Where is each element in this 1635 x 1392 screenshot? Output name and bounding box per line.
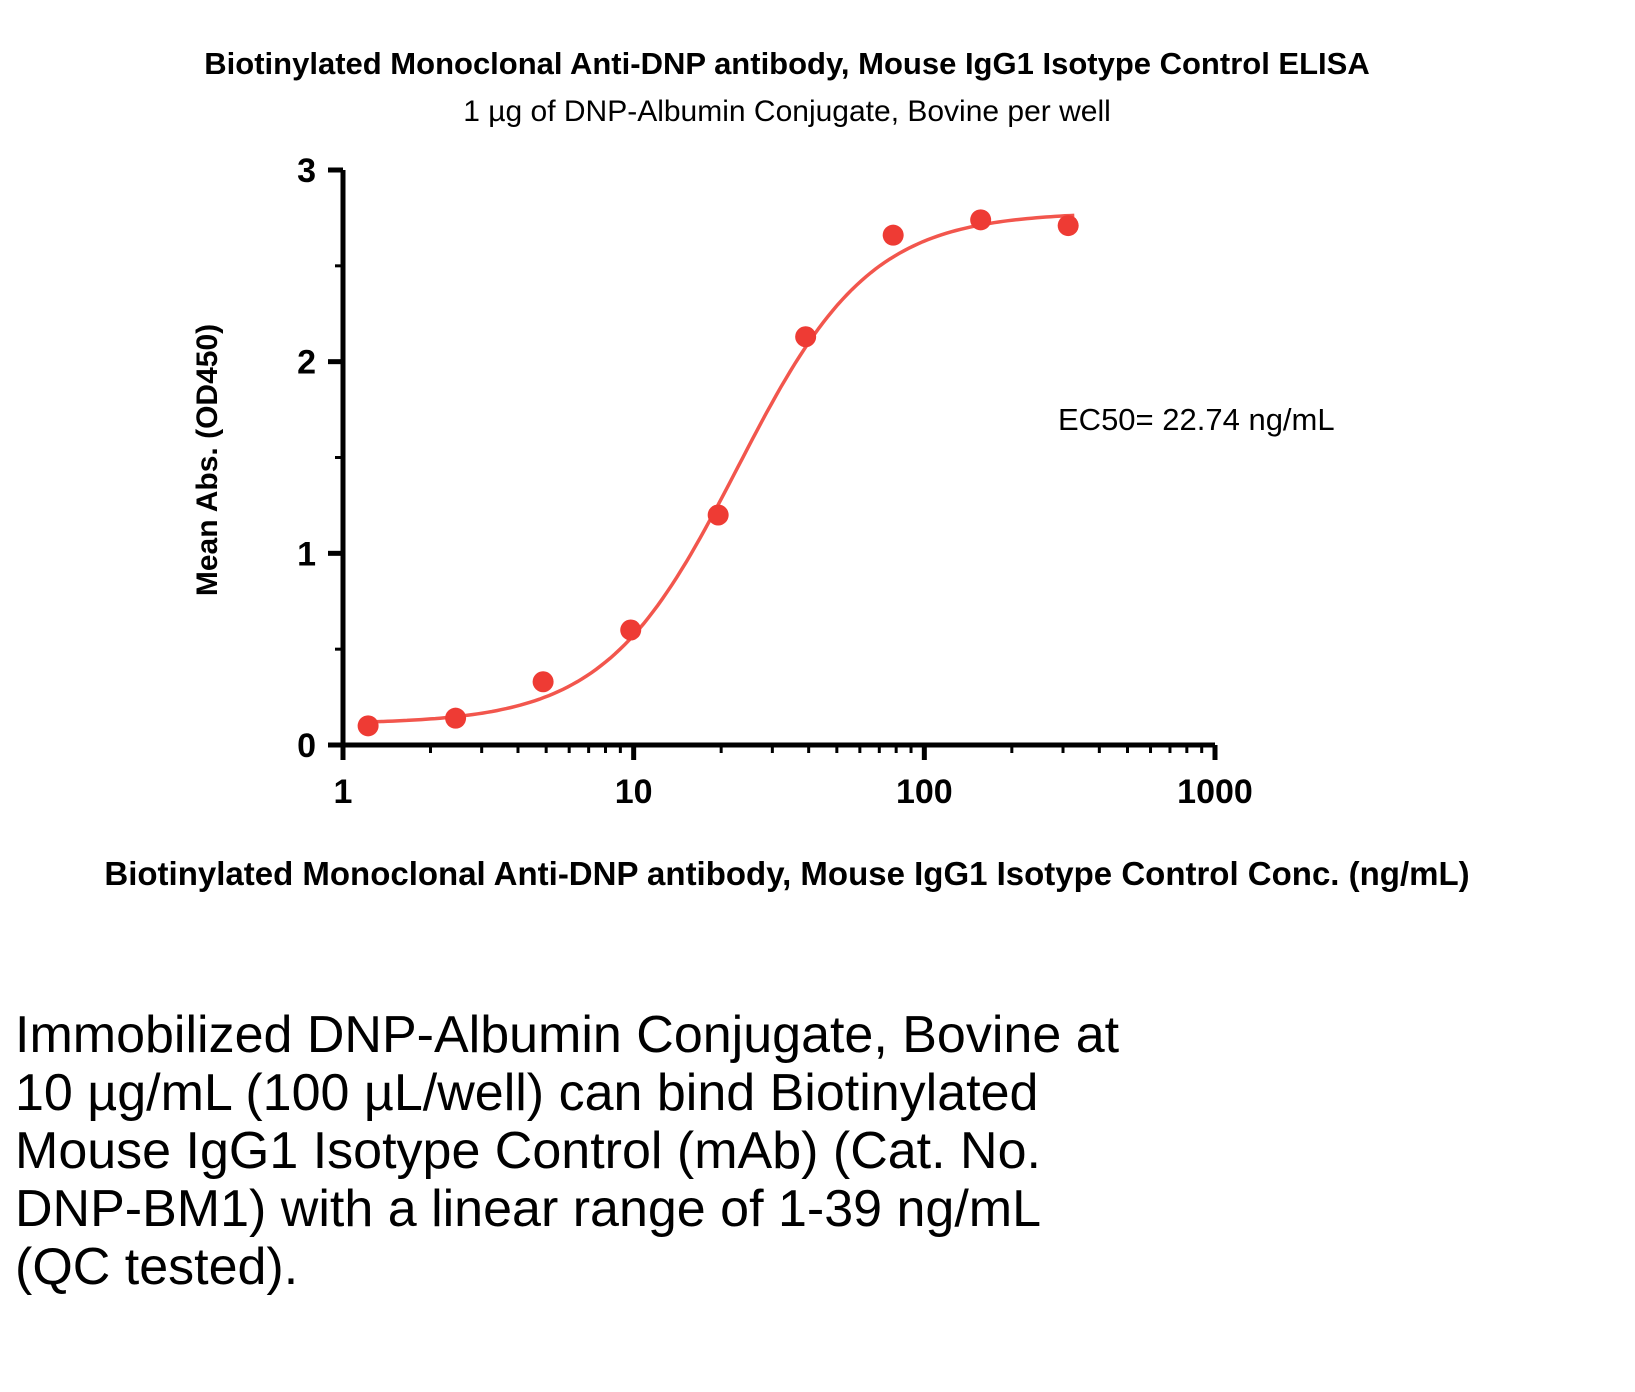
chart-subtitle: 1 µg of DNP-Albumin Conjugate, Bovine pe… xyxy=(463,95,1111,128)
x-tick-label: 100 xyxy=(896,773,953,811)
y-tick-label: 3 xyxy=(297,152,316,190)
data-point xyxy=(707,504,729,526)
x-tick-label: 1000 xyxy=(1177,773,1253,811)
data-point xyxy=(882,224,904,246)
chart-title: Biotinylated Monoclonal Anti-DNP antibod… xyxy=(204,46,1370,81)
data-point xyxy=(970,209,992,231)
data-point xyxy=(357,715,379,737)
data-point xyxy=(620,619,642,641)
axes xyxy=(340,170,1215,748)
fit-curve xyxy=(364,213,1075,724)
figure-caption: Immobilized DNP-Albumin Conjugate, Bovin… xyxy=(15,1006,1120,1296)
ec50-annotation: EC50= 22.74 ng/mL xyxy=(1058,402,1335,437)
data-point xyxy=(1057,215,1079,237)
y-axis-label: Mean Abs. (OD450) xyxy=(191,323,224,597)
data-point xyxy=(532,671,554,693)
x-tick-label: 10 xyxy=(615,773,653,811)
x-tick-label: 1 xyxy=(334,773,353,811)
y-tick-label: 2 xyxy=(297,344,316,382)
data-point xyxy=(795,326,817,348)
y-tick-label: 0 xyxy=(297,727,316,765)
data-point xyxy=(445,707,467,729)
y-tick-label: 1 xyxy=(297,535,316,573)
x-axis-label: Biotinylated Monoclonal Anti-DNP antibod… xyxy=(104,855,1470,892)
